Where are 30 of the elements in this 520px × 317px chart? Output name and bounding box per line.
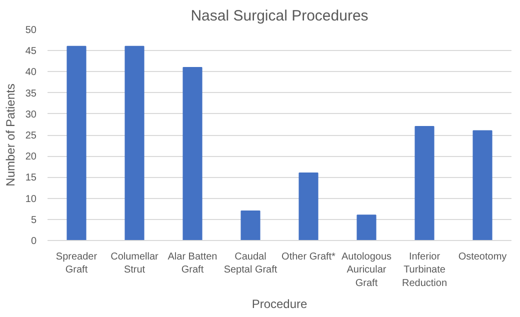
chart-title: Nasal Surgical Procedures bbox=[190, 8, 368, 24]
bar bbox=[240, 210, 260, 240]
bar bbox=[414, 126, 434, 240]
bar bbox=[298, 172, 318, 240]
x-axis-title: Procedure bbox=[252, 296, 308, 311]
x-tick-label: Columellar Strut bbox=[110, 252, 160, 276]
x-tick-label: Autologous Auricular Graft bbox=[341, 252, 392, 289]
x-tick-label: Osteotomy bbox=[458, 252, 507, 262]
y-tick-label: 30 bbox=[25, 109, 37, 120]
bar bbox=[66, 46, 86, 240]
x-tick-label: Inferior Turbinate Reduction bbox=[402, 252, 448, 289]
x-tick-label: Spreader Graft bbox=[56, 252, 98, 276]
y-tick-label: 35 bbox=[25, 88, 37, 100]
y-tick-label: 40 bbox=[25, 67, 37, 78]
x-tick-label: Caudal Septal Graft bbox=[224, 252, 278, 276]
x-tick-label: Alar Batten Graft bbox=[168, 252, 218, 276]
bar bbox=[356, 214, 376, 240]
y-tick-label: 20 bbox=[25, 152, 37, 163]
bar bbox=[124, 46, 144, 240]
y-tick-label: 45 bbox=[25, 46, 37, 58]
y-tick-label: 50 bbox=[25, 25, 37, 36]
y-tick-label: 25 bbox=[25, 130, 37, 142]
bar bbox=[182, 66, 202, 240]
x-tick-label: Other Graft* bbox=[282, 252, 336, 262]
y-tick-label: 10 bbox=[25, 194, 37, 205]
y-tick-label: 15 bbox=[25, 172, 37, 184]
y-tick-label: 5 bbox=[30, 214, 37, 226]
y-tick-label: 0 bbox=[30, 236, 37, 247]
y-axis-title: Number of Patients bbox=[3, 84, 18, 186]
bar bbox=[472, 130, 492, 240]
